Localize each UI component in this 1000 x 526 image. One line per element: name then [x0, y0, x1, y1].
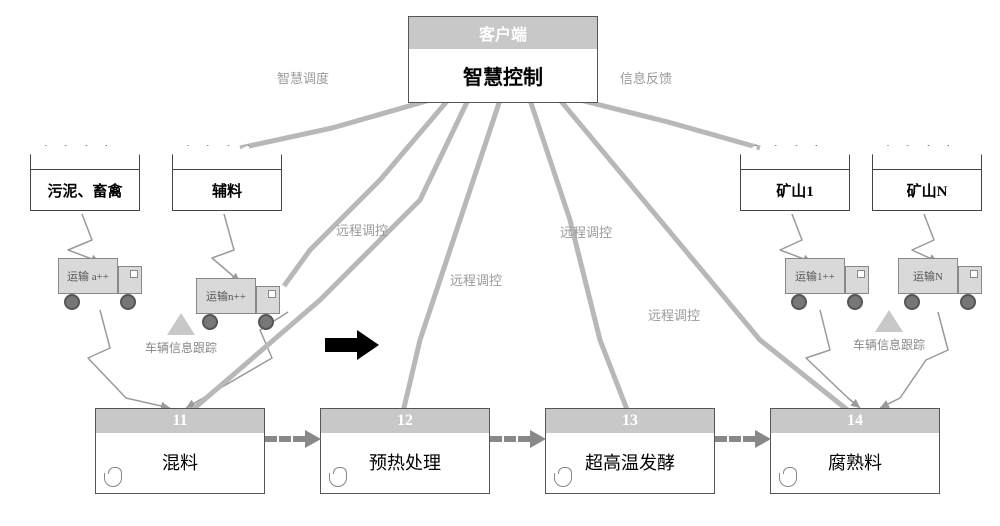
- label-feedback: 信息反馈: [620, 68, 672, 87]
- factory-label: 矿山1: [740, 169, 850, 211]
- truck-cab-icon: [845, 266, 869, 294]
- label-remote-2: 远程调控: [450, 270, 502, 289]
- truck-label: 运输N: [898, 258, 958, 294]
- factory-mine-1: 矿山1: [740, 145, 850, 211]
- label-remote-3: 远程调控: [560, 222, 612, 241]
- process-label: 腐熟料: [828, 453, 882, 473]
- label-remote-1: 远程调控: [336, 220, 388, 239]
- factory-mine-n: 矿山N: [872, 145, 982, 211]
- client-body: 智慧控制: [409, 49, 597, 102]
- tracking-2: 车辆信息跟踪: [853, 310, 925, 353]
- label-intel-dispatch: 智慧调度: [277, 68, 329, 87]
- process-mix: 11 混料: [95, 408, 265, 494]
- factory-label: 矿山N: [872, 169, 982, 211]
- truck-label: 运输n++: [196, 278, 256, 314]
- tracking-1: 车辆信息跟踪: [145, 313, 217, 356]
- factory-aux: 辅料: [172, 145, 282, 211]
- process-label: 预热处理: [369, 453, 441, 473]
- wheel-icon: [904, 294, 920, 310]
- dash-arrow-3: [715, 436, 755, 442]
- truck-N: 运输N: [898, 258, 990, 310]
- client-header: 客户端: [409, 17, 597, 49]
- wheel-icon: [258, 314, 274, 330]
- basin-icon: [779, 473, 797, 487]
- wheel-icon: [120, 294, 136, 310]
- process-num: 11: [96, 409, 264, 433]
- process-num: 14: [771, 409, 939, 433]
- triangle-icon: [167, 313, 195, 335]
- tracking-label: 车辆信息跟踪: [853, 336, 925, 353]
- truck-cab-icon: [118, 266, 142, 294]
- truck-a: 运输 a++: [58, 258, 150, 310]
- basin-icon: [329, 473, 347, 487]
- process-num: 12: [321, 409, 489, 433]
- big-arrow-icon: [325, 330, 381, 360]
- factory-roof-icon: [740, 145, 850, 169]
- process-preheat: 12 预热处理: [320, 408, 490, 494]
- wheel-icon: [791, 294, 807, 310]
- tracking-label: 车辆信息跟踪: [145, 339, 217, 356]
- wheel-icon: [960, 294, 976, 310]
- process-ferment: 13 超高温发酵: [545, 408, 715, 494]
- process-output: 14 腐熟料: [770, 408, 940, 494]
- triangle-icon: [875, 310, 903, 332]
- basin-icon: [554, 473, 572, 487]
- process-label: 超高温发酵: [585, 453, 675, 473]
- truck-cab-icon: [958, 266, 982, 294]
- basin-icon: [104, 473, 122, 487]
- dash-arrow-1: [265, 436, 305, 442]
- dash-arrow-2: [490, 436, 530, 442]
- truck-label: 运输1++: [785, 258, 845, 294]
- factory-roof-icon: [872, 145, 982, 169]
- label-remote-4: 远程调控: [648, 305, 700, 324]
- truck-1: 运输1++: [785, 258, 877, 310]
- diagram-stage: 客户端 智慧控制 污泥、畜禽 辅料 矿山1 矿山N 运输 a++ 运输n++ 运…: [0, 0, 1000, 526]
- factory-label: 辅料: [172, 169, 282, 211]
- wheel-icon: [64, 294, 80, 310]
- process-label: 混料: [162, 453, 198, 473]
- factory-roof-icon: [30, 145, 140, 169]
- factory-sludge: 污泥、畜禽: [30, 145, 140, 211]
- process-num: 13: [546, 409, 714, 433]
- truck-label: 运输 a++: [58, 258, 118, 294]
- client-box: 客户端 智慧控制: [408, 16, 598, 103]
- truck-cab-icon: [256, 286, 280, 314]
- factory-label: 污泥、畜禽: [30, 169, 140, 211]
- wheel-icon: [847, 294, 863, 310]
- factory-roof-icon: [172, 145, 282, 169]
